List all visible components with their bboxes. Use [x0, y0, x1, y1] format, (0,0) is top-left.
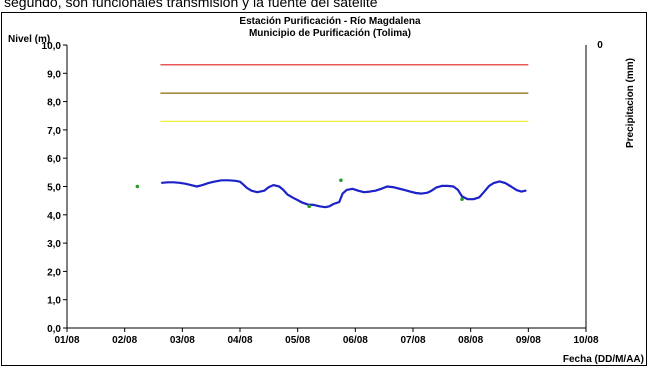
y-axis-title: Nivel (m)	[8, 34, 50, 45]
x-axis-title: Fecha (DD/M/AA)	[563, 354, 644, 365]
y-tick-label: 5,0	[47, 183, 61, 194]
y-tick-label: 7,0	[47, 126, 61, 137]
precipitation-marker	[460, 197, 464, 202]
y2-axis-tick-zero: 0	[597, 40, 603, 51]
x-tick-label: 10/08	[573, 335, 598, 346]
level-series-line	[161, 179, 527, 209]
x-tick-label: 04/08	[227, 335, 252, 346]
chart-border	[1, 12, 647, 366]
precipitation-marker	[135, 184, 140, 189]
x-tick-label: 07/08	[400, 335, 425, 346]
x-tick-label: 06/08	[343, 335, 368, 346]
x-tick-label: 08/08	[458, 335, 483, 346]
y-tick-label: 9,0	[47, 69, 61, 80]
chart-title: Estación Purificación - Río Magdalena	[239, 16, 421, 27]
y-tick-label: 1,0	[47, 296, 61, 307]
x-tick-label: 01/08	[54, 335, 79, 346]
precipitation-marker	[339, 178, 343, 183]
top-text: segundo, son funcionales transmisión y l…	[4, 0, 378, 10]
chart-subtitle: Municipio de Purificación (Tolima)	[249, 28, 411, 39]
y-tick-label: 10,0	[42, 41, 62, 52]
x-tick-label: 05/08	[285, 335, 310, 346]
y-tick-label: 4,0	[47, 211, 61, 222]
y-tick-label: 3,0	[47, 239, 61, 250]
plot-area: 0,0 1,0 2,0 3,0 4,0 5,0 6,0 7,0 8,0 9,0 10,0 01/08 0…	[42, 41, 599, 346]
precipitation-marker	[307, 204, 312, 209]
x-tick-label: 03/08	[170, 335, 195, 346]
y-tick-label: 2,0	[47, 267, 61, 278]
y2-axis-title: Precipitacion (mm)	[625, 58, 636, 148]
x-tick-label: 02/08	[112, 335, 137, 346]
y-tick-label: 6,0	[47, 154, 61, 165]
y-tick-label: 8,0	[47, 98, 61, 109]
y-tick-label: 0,0	[47, 324, 61, 335]
x-tick-label: 09/08	[516, 335, 541, 346]
